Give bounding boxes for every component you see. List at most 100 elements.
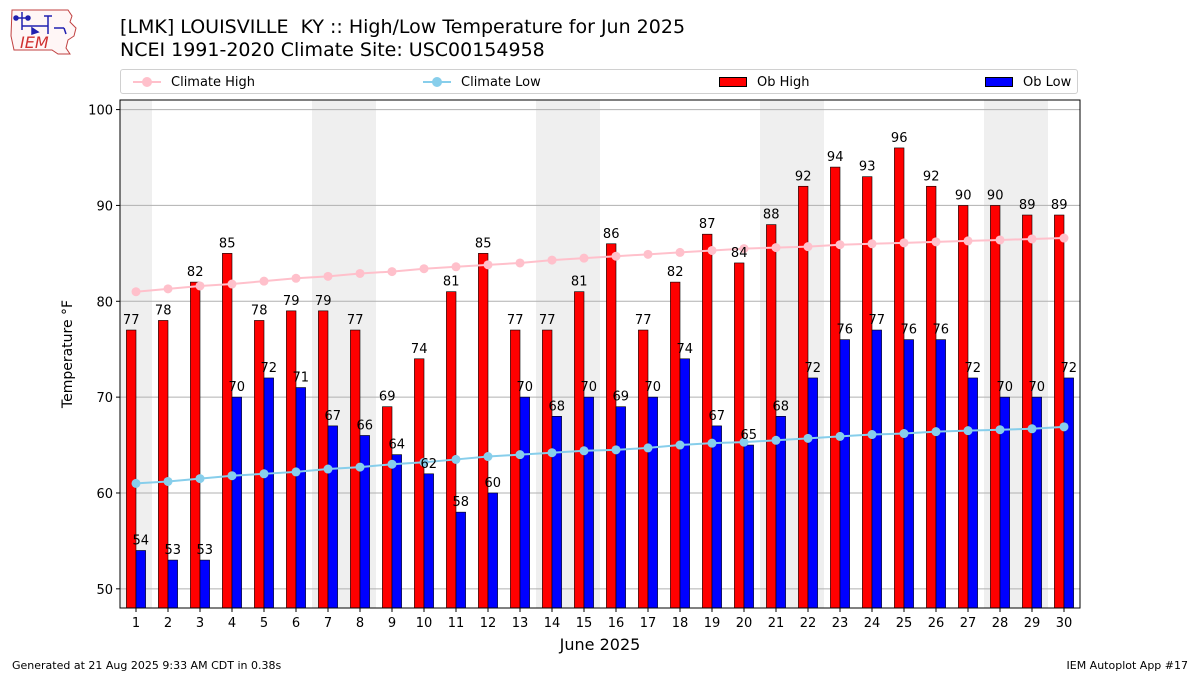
climate-low-point bbox=[675, 440, 685, 450]
x-tick-label: 26 bbox=[928, 616, 945, 631]
climate-low-point bbox=[259, 469, 269, 479]
ob-low-label: 74 bbox=[677, 342, 694, 357]
x-tick-label: 11 bbox=[448, 616, 465, 631]
ob-low-swatch bbox=[985, 77, 1013, 87]
iem-logo-text: IEM bbox=[20, 33, 49, 52]
ob-low-bar bbox=[647, 396, 658, 609]
climate-high-point bbox=[867, 239, 877, 249]
ob-high-label: 94 bbox=[827, 150, 844, 165]
ob-high-bar bbox=[1022, 214, 1033, 609]
ob-low-bar bbox=[551, 416, 562, 609]
ob-high-label: 90 bbox=[955, 188, 972, 203]
legend-label: Climate Low bbox=[461, 74, 541, 90]
legend-label: Climate High bbox=[171, 74, 256, 90]
climate-low-swatch bbox=[423, 76, 451, 88]
x-tick-label: 17 bbox=[640, 616, 657, 631]
ob-high-label: 77 bbox=[123, 313, 140, 328]
plot-frame bbox=[119, 99, 1081, 609]
ob-low-bar bbox=[775, 416, 786, 609]
x-tick-label: 16 bbox=[608, 616, 625, 631]
iem-logo: IEM bbox=[10, 9, 77, 55]
climate-high-point bbox=[739, 244, 749, 254]
x-tick-label: 24 bbox=[864, 616, 881, 631]
ob-high-bar bbox=[190, 281, 201, 609]
x-tick-label: 12 bbox=[480, 616, 497, 631]
chart-legend: Climate High Climate Low Ob High Ob Low bbox=[120, 69, 1078, 94]
x-tick-label: 15 bbox=[576, 616, 593, 631]
climate-high-point bbox=[515, 258, 525, 268]
ob-low-bar bbox=[615, 406, 626, 609]
ob-low-label: 76 bbox=[901, 323, 918, 338]
x-tick-label: 14 bbox=[544, 616, 561, 631]
ob-high-label: 87 bbox=[699, 217, 716, 232]
ob-low-label: 70 bbox=[1029, 380, 1046, 395]
ob-high-label: 92 bbox=[923, 169, 940, 184]
climate-low-point bbox=[931, 427, 941, 437]
x-tick-label: 18 bbox=[672, 616, 689, 631]
ob-low-bar bbox=[231, 396, 242, 609]
climate-high-point bbox=[291, 273, 301, 283]
climate-low-point bbox=[1059, 422, 1069, 432]
y-tick-label: 100 bbox=[88, 104, 113, 119]
ob-low-bar bbox=[935, 339, 946, 609]
climate-high-point bbox=[259, 276, 269, 286]
ob-high-label: 77 bbox=[507, 313, 524, 328]
climate-high-point bbox=[323, 271, 333, 281]
ob-low-label: 70 bbox=[517, 380, 534, 395]
ob-low-bar bbox=[423, 473, 434, 609]
ob-low-bar bbox=[967, 377, 978, 609]
title-line-1: [LMK] LOUISVILLE KY :: High/Low Temperat… bbox=[120, 16, 686, 38]
ob-low-bar bbox=[327, 425, 338, 609]
ob-high-label: 90 bbox=[987, 188, 1004, 203]
x-tick-label: 5 bbox=[260, 616, 268, 631]
climate-high-swatch bbox=[133, 76, 161, 88]
ob-high-label: 77 bbox=[635, 313, 652, 328]
ob-high-label: 82 bbox=[667, 265, 684, 280]
ob-low-label: 70 bbox=[645, 380, 662, 395]
ob-low-bar bbox=[263, 377, 274, 609]
climate-low-point bbox=[803, 433, 813, 443]
ob-low-label: 67 bbox=[709, 409, 726, 424]
x-tick-label: 30 bbox=[1056, 616, 1073, 631]
climate-low-point bbox=[291, 467, 301, 477]
climate-high-point bbox=[483, 260, 493, 270]
ob-high-label: 79 bbox=[315, 294, 332, 309]
ob-low-label: 69 bbox=[613, 390, 630, 405]
climate-low-point bbox=[131, 478, 141, 488]
legend-item-climate-high: Climate High bbox=[133, 73, 255, 91]
ob-low-label: 68 bbox=[773, 399, 790, 414]
ob-low-label: 77 bbox=[869, 313, 886, 328]
ob-low-label: 71 bbox=[293, 371, 310, 386]
x-axis-label: June 2025 bbox=[559, 635, 641, 654]
x-tick-label: 23 bbox=[832, 616, 849, 631]
climate-low-point bbox=[867, 430, 877, 440]
legend-item-climate-low: Climate Low bbox=[423, 73, 541, 91]
climate-low-point bbox=[355, 462, 365, 472]
chart-title: [LMK] LOUISVILLE KY :: High/Low Temperat… bbox=[120, 16, 685, 62]
climate-high-point bbox=[131, 287, 141, 297]
climate-low-point bbox=[643, 443, 653, 453]
ob-low-label: 70 bbox=[229, 380, 246, 395]
climate-high-point bbox=[355, 268, 365, 278]
x-tick-label: 1 bbox=[132, 616, 140, 631]
climate-high-point bbox=[611, 251, 621, 261]
ob-high-label: 82 bbox=[187, 265, 204, 280]
ob-low-label: 53 bbox=[165, 543, 182, 558]
ob-high-label: 81 bbox=[443, 275, 460, 290]
climate-high-point bbox=[995, 235, 1005, 245]
ob-low-label: 70 bbox=[581, 380, 598, 395]
ob-low-bar bbox=[359, 435, 370, 609]
climate-low-point bbox=[579, 446, 589, 456]
ob-low-label: 62 bbox=[421, 457, 438, 472]
x-tick-label: 27 bbox=[960, 616, 977, 631]
ob-low-label: 76 bbox=[837, 323, 854, 338]
climate-high-point bbox=[227, 279, 237, 289]
ob-low-label: 53 bbox=[197, 543, 214, 558]
climate-high-point bbox=[675, 247, 685, 257]
ob-high-label: 77 bbox=[347, 313, 364, 328]
ob-high-bar bbox=[318, 310, 329, 609]
climate-high-point bbox=[163, 284, 173, 294]
ob-high-bar bbox=[1054, 214, 1065, 609]
ob-low-label: 76 bbox=[933, 323, 950, 338]
